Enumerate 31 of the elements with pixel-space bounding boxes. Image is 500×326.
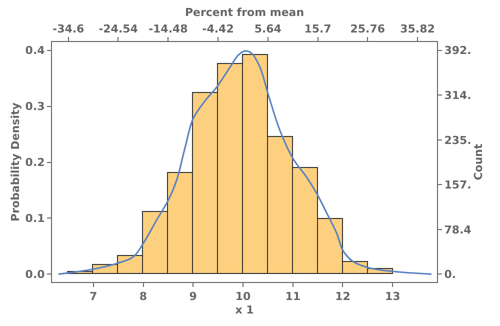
x2-tick-label: -24.54 — [98, 22, 138, 36]
y-tick-label: 0.2 — [25, 156, 45, 170]
y2-tick-label: 78.4 — [444, 223, 472, 236]
y-tick-label: 0.4 — [25, 44, 46, 58]
y-axis-title: Probability Density — [8, 102, 22, 222]
x2-axis-title: Percent from mean — [184, 6, 304, 20]
x2-tick-label: 25.76 — [350, 22, 386, 36]
x-axis-title: x 1 — [235, 303, 254, 316]
y2-tick-label: 235. — [444, 134, 472, 147]
x2-tick-label: 35.82 — [400, 22, 435, 36]
y2-tick-label: 0. — [444, 268, 456, 282]
x-tick-label: 12 — [335, 290, 350, 304]
x2-tick-label: 5.64 — [254, 22, 282, 36]
line-series — [58, 50, 432, 275]
x2-tick-label: -4.42 — [202, 22, 234, 36]
x-tick-label: 11 — [285, 290, 301, 304]
y2-axis-title: Count — [472, 144, 485, 180]
x2-tick-label: 15.7 — [304, 22, 332, 36]
x2-tick-label: -14.48 — [148, 22, 188, 36]
y-tick-label: 0.1 — [25, 212, 45, 226]
y2-tick-label: 157. — [444, 178, 472, 192]
x-tick-label: 7 — [90, 290, 98, 304]
y-tick-label: 0.0 — [25, 268, 46, 282]
x-tick-label: 9 — [189, 290, 197, 304]
y2-tick-label: 392. — [444, 44, 472, 58]
x-tick-label: 10 — [235, 290, 251, 304]
x-tick-label: 13 — [384, 290, 400, 304]
x-tick-label: 8 — [139, 290, 148, 304]
y2-tick-label: 314. — [444, 89, 472, 102]
y-tick-label: 0.3 — [25, 100, 45, 114]
x2-tick-label: -34.6 — [52, 22, 85, 36]
